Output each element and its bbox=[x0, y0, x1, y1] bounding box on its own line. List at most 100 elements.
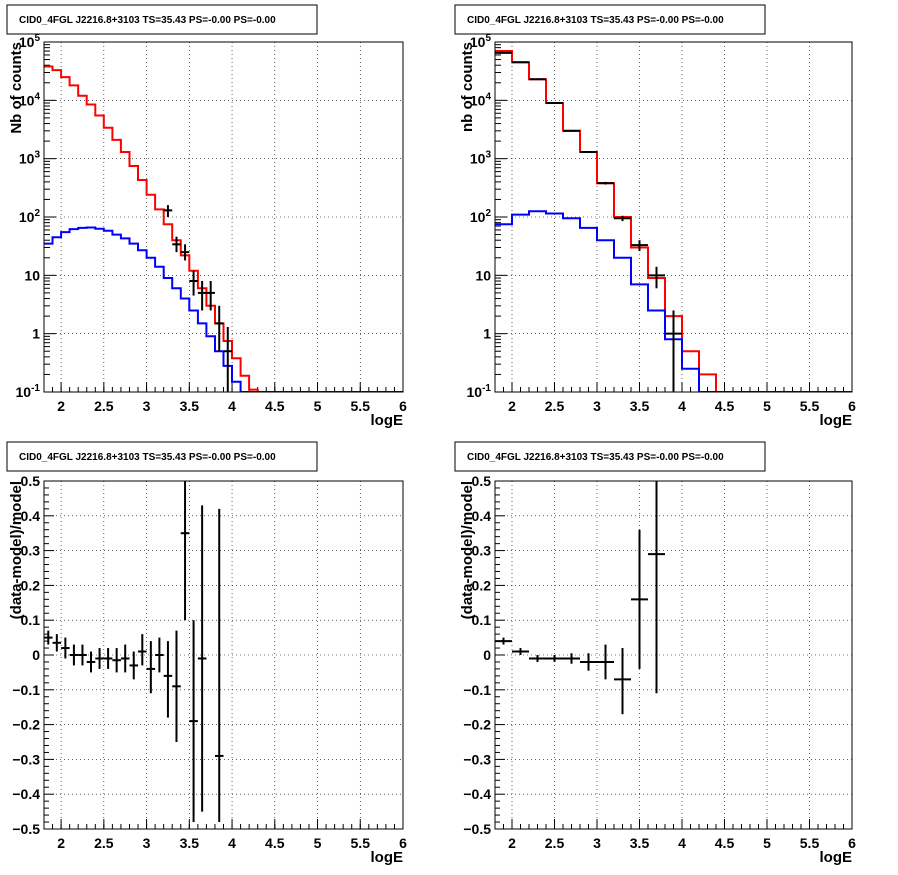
data-point bbox=[189, 620, 198, 823]
data-point bbox=[214, 305, 224, 352]
model-source-step-line bbox=[44, 226, 403, 392]
data-point bbox=[665, 310, 682, 392]
x-axis-label: logE bbox=[371, 412, 404, 429]
title-box bbox=[6, 441, 318, 472]
y-axis-label: (data-model)/model bbox=[459, 481, 476, 619]
data-point bbox=[563, 129, 580, 132]
data-point bbox=[495, 51, 512, 54]
y-tick-label: 0.3 bbox=[21, 543, 41, 559]
x-tick-label: 5 bbox=[314, 835, 322, 851]
y-tick-label: 0.2 bbox=[472, 577, 492, 593]
x-tick-label: 3 bbox=[143, 835, 151, 851]
x-tick-label: 5 bbox=[763, 835, 771, 851]
data-point bbox=[512, 648, 529, 655]
x-tick-label: 6 bbox=[848, 835, 856, 851]
y-axis-label: (data-model)/model bbox=[8, 481, 25, 619]
data-point bbox=[512, 61, 529, 64]
data-point bbox=[69, 644, 79, 666]
data-point bbox=[631, 529, 648, 669]
y-tick-label: 0.1 bbox=[21, 612, 41, 628]
y-tick-label: 0.5 bbox=[21, 473, 41, 489]
x-tick-label: 4.5 bbox=[265, 398, 285, 414]
model-source-step-line bbox=[495, 210, 852, 392]
y-tick-label: −0.3 bbox=[463, 751, 491, 767]
data-point bbox=[597, 644, 614, 680]
x-tick-label: 2.5 bbox=[94, 398, 114, 414]
data-point bbox=[214, 508, 224, 823]
x-axis-label: logE bbox=[820, 849, 853, 866]
y-tick-label: 0.3 bbox=[472, 543, 492, 559]
y-tick-label: −0.1 bbox=[12, 682, 40, 698]
data-point bbox=[614, 215, 631, 222]
data-point bbox=[112, 648, 121, 673]
x-tick-label: 3.5 bbox=[180, 835, 200, 851]
plot-frame bbox=[494, 480, 853, 830]
data-point bbox=[146, 641, 156, 694]
x-tick-label: 2 bbox=[508, 835, 516, 851]
data-point bbox=[44, 630, 53, 645]
x-tick-label: 5.5 bbox=[351, 835, 371, 851]
y-tick-label: 0.4 bbox=[21, 508, 41, 524]
x-tick-label: 3 bbox=[593, 398, 601, 414]
x-tick-label: 4 bbox=[678, 835, 686, 851]
data-point bbox=[78, 644, 87, 666]
title-box bbox=[454, 441, 766, 472]
y-tick-label: 0 bbox=[32, 647, 40, 663]
y-tick-label: −0.5 bbox=[463, 821, 491, 837]
x-tick-label: 4 bbox=[228, 398, 236, 414]
x-tick-label: 5.5 bbox=[800, 835, 820, 851]
data-point bbox=[648, 481, 665, 694]
data-point bbox=[138, 634, 147, 666]
x-tick-label: 2.5 bbox=[545, 398, 565, 414]
y-tick-label: 102 bbox=[19, 208, 41, 225]
data-point bbox=[120, 644, 130, 673]
x-tick-label: 3.5 bbox=[180, 398, 200, 414]
data-point bbox=[180, 244, 190, 261]
y-tick-label: 104 bbox=[19, 91, 41, 108]
y-tick-label: 10-1 bbox=[467, 383, 492, 400]
data-point bbox=[163, 641, 173, 718]
x-tick-label: 5.5 bbox=[351, 398, 371, 414]
y-tick-label: −0.3 bbox=[12, 751, 40, 767]
data-point bbox=[61, 637, 70, 659]
data-point bbox=[223, 327, 233, 392]
data-point bbox=[197, 280, 207, 311]
data-point bbox=[580, 151, 597, 154]
data-point bbox=[495, 637, 512, 645]
y-tick-label: 10 bbox=[24, 267, 40, 283]
y-tick-label: 0.5 bbox=[472, 473, 492, 489]
data-point bbox=[189, 270, 198, 296]
x-tick-label: 2 bbox=[508, 398, 516, 414]
x-tick-label: 3.5 bbox=[630, 398, 650, 414]
series-group bbox=[495, 481, 665, 715]
data-point bbox=[614, 648, 631, 715]
y-tick-label: 1 bbox=[32, 326, 40, 342]
y-tick-label: −0.1 bbox=[463, 682, 491, 698]
x-tick-label: 3 bbox=[593, 835, 601, 851]
data-point bbox=[103, 648, 113, 669]
title-box bbox=[454, 4, 766, 35]
x-tick-label: 3 bbox=[143, 398, 151, 414]
y-tick-label: −0.4 bbox=[12, 786, 40, 802]
y-tick-label: 103 bbox=[470, 150, 492, 167]
x-tick-label: 2 bbox=[57, 398, 65, 414]
data-point bbox=[529, 78, 546, 81]
x-tick-label: 4.5 bbox=[715, 835, 735, 851]
title-box bbox=[6, 4, 318, 35]
chart-title: CID0_4FGL J2216.8+3103 TS=35.43 PS=-0.00… bbox=[19, 452, 276, 463]
data-point bbox=[546, 102, 563, 105]
panel-2: CID0_4FGL J2216.8+3103 TS=35.43 PS=-0.00… bbox=[454, 4, 856, 429]
x-tick-label: 4.5 bbox=[715, 398, 735, 414]
y-tick-label: −0.4 bbox=[463, 786, 491, 802]
x-tick-label: 2 bbox=[57, 835, 65, 851]
panel-3: CID0_4FGL J2216.8+3103 TS=35.43 PS=-0.00… bbox=[6, 441, 407, 866]
y-tick-label: 1 bbox=[483, 326, 491, 342]
x-tick-label: 6 bbox=[848, 398, 856, 414]
data-point bbox=[563, 653, 580, 664]
chart-title: CID0_4FGL J2216.8+3103 TS=35.43 PS=-0.00… bbox=[19, 15, 276, 26]
data-point bbox=[172, 236, 181, 253]
y-tick-label: −0.2 bbox=[463, 717, 491, 733]
data-point bbox=[546, 655, 563, 662]
data-point bbox=[95, 648, 104, 669]
